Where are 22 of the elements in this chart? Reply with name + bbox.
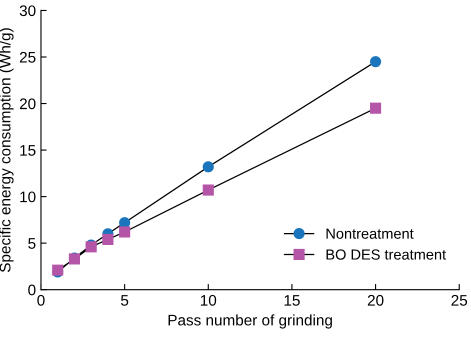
x-tick-label: 5: [120, 295, 128, 306]
x-tick-label: 25: [452, 294, 468, 306]
point: [370, 102, 382, 114]
point: [202, 184, 214, 196]
x-tick-label: 0: [37, 294, 45, 306]
x-tick-label: 10: [200, 294, 216, 306]
y-tick-label: 0: [28, 284, 36, 296]
y-tick-label: 10: [20, 191, 36, 202]
point: [202, 161, 214, 172]
legend-label: BO DES treatment: [326, 249, 446, 260]
y-tick-label: 30: [20, 5, 36, 16]
y-tick-label: 20: [20, 98, 36, 110]
legend-label: Nontreatment: [326, 228, 414, 239]
x-axis-title: Pass number of grinding: [168, 314, 332, 329]
x-tick-label: 15: [284, 295, 300, 306]
y-tick-label: 15: [20, 145, 36, 156]
y-tick-label: 5: [28, 238, 36, 249]
point: [370, 56, 382, 68]
point: [102, 234, 114, 245]
point: [119, 226, 130, 238]
y-tick-label: 25: [20, 52, 36, 63]
x-tick-label: 20: [368, 294, 384, 306]
